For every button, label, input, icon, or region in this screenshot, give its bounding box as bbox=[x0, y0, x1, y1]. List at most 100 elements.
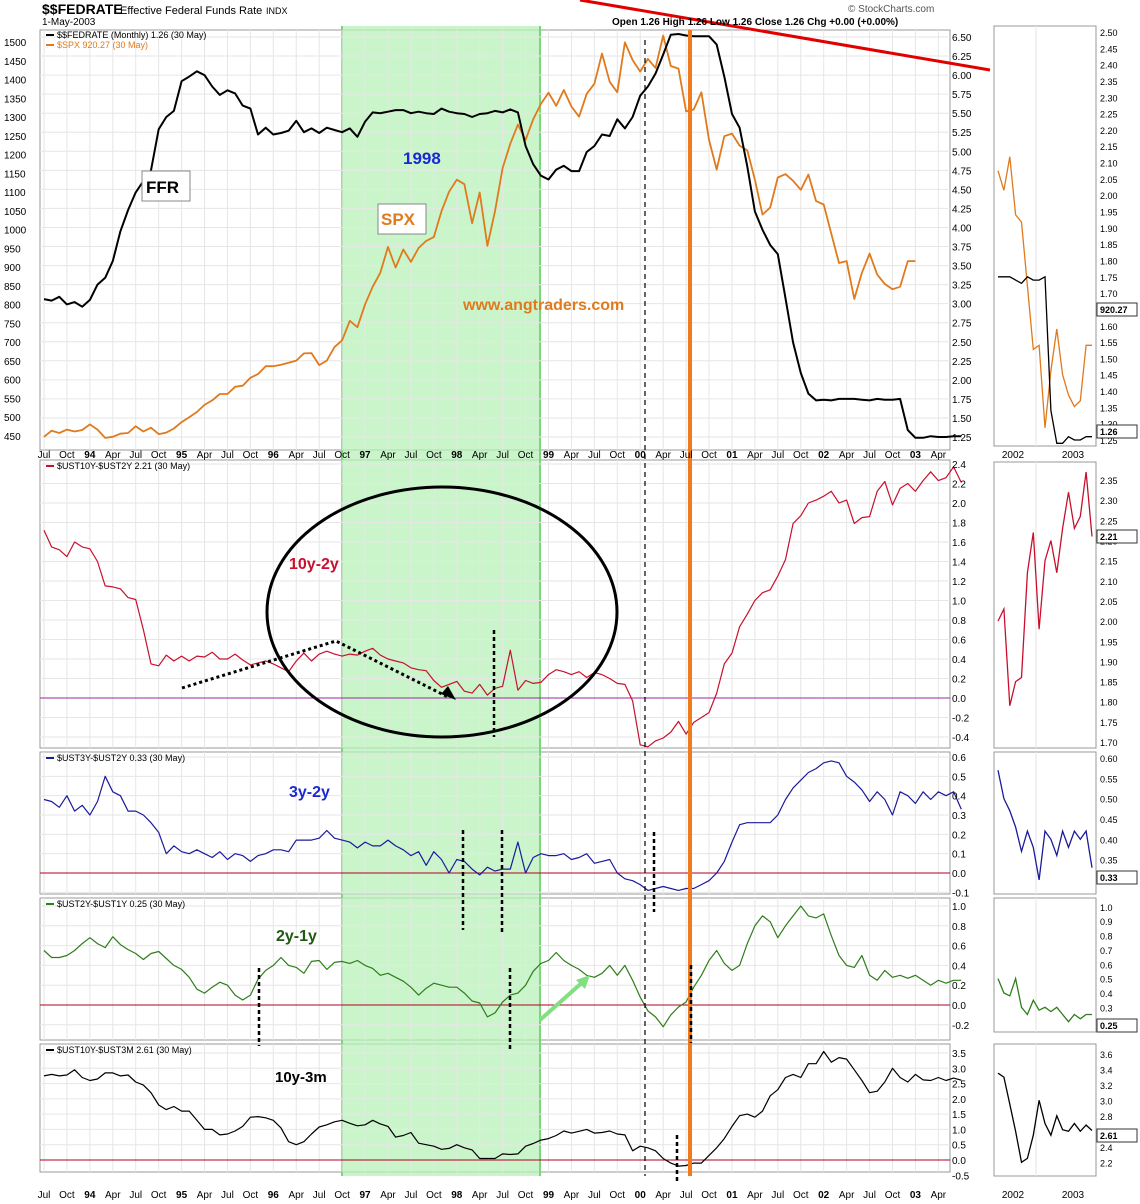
badge-10y3m-value-box bbox=[1096, 1128, 1138, 1143]
x-tick-label: Jul bbox=[38, 1190, 51, 1201]
x-tick-label: Jul bbox=[863, 1190, 876, 1201]
side-tick-label: 1.70 bbox=[1100, 738, 1118, 748]
right-tick-label: 0.6 bbox=[952, 636, 966, 647]
x-tick-label: Oct bbox=[151, 450, 167, 461]
right-tick-label: 1.25 bbox=[952, 433, 972, 444]
circle-annotation bbox=[265, 485, 619, 739]
x-tick-label: 95 bbox=[176, 1190, 188, 1201]
badge-2y1y-value-box bbox=[1096, 1018, 1138, 1033]
x-tick-label: Jul bbox=[313, 450, 326, 461]
side-tick-label: 0.4 bbox=[1100, 989, 1113, 999]
x-tick-label: 97 bbox=[359, 450, 371, 461]
red-trendline bbox=[579, 0, 991, 72]
brand-logo: © StockCharts.com bbox=[848, 4, 934, 15]
x-tick-label: 03 bbox=[910, 1190, 922, 1201]
side-tick-label: 0.35 bbox=[1100, 856, 1118, 866]
x-tick-label: 03 bbox=[910, 450, 922, 461]
x-tick-label: Oct bbox=[243, 1190, 259, 1201]
badge-3y2y-value-box bbox=[1096, 870, 1138, 885]
right-tick-label: 3.75 bbox=[952, 243, 972, 254]
side-tick-label: 2.15 bbox=[1100, 142, 1118, 152]
x-tick-label: 99 bbox=[543, 450, 555, 461]
right-tick-label: 5.00 bbox=[952, 147, 972, 158]
side-tick-label: 1.90 bbox=[1100, 224, 1118, 234]
x-tick-label: Apr bbox=[564, 1190, 580, 1201]
spx-tick-label: 550 bbox=[4, 394, 21, 405]
symbol-title: $$FEDRATE bbox=[42, 1, 123, 17]
side-tick-label: 3.6 bbox=[1100, 1050, 1113, 1060]
x-tick-label: Oct bbox=[793, 450, 809, 461]
x-tick-label: Apr bbox=[839, 450, 855, 461]
side-tick-label: 2.50 bbox=[1100, 28, 1118, 38]
side-x-label: 2003 bbox=[1062, 450, 1085, 461]
side-ffr-line bbox=[998, 275, 1092, 444]
x-tick-label: Jul bbox=[129, 1190, 142, 1201]
side-tick-label: 2.2 bbox=[1100, 1158, 1113, 1168]
side-tick-label: 3.2 bbox=[1100, 1081, 1113, 1091]
right-tick-label: 2.50 bbox=[952, 338, 972, 349]
side-tick-label: 1.40 bbox=[1100, 387, 1118, 397]
side-tick-label: 3.4 bbox=[1100, 1065, 1113, 1075]
ffr-label: FFR bbox=[146, 178, 179, 197]
right-tick-label: 0.6 bbox=[952, 942, 966, 953]
right-tick-label: 0.2 bbox=[952, 675, 966, 686]
year-1998-label: 1998 bbox=[403, 149, 441, 168]
spx-tick-label: 600 bbox=[4, 376, 21, 387]
right-tick-label: 4.25 bbox=[952, 204, 972, 215]
right-tick-label: 4.00 bbox=[952, 223, 972, 234]
right-tick-label: 5.75 bbox=[952, 90, 972, 101]
x-tick-label: Apr bbox=[747, 450, 763, 461]
x-tick-label: Jul bbox=[38, 450, 51, 461]
side-spx-line bbox=[997, 156, 1092, 428]
x-tick-label: Apr bbox=[839, 1190, 855, 1201]
right-tick-label: 4.50 bbox=[952, 185, 972, 196]
x-tick-label: 98 bbox=[451, 450, 463, 461]
right-tick-label: 6.50 bbox=[952, 33, 972, 44]
side-tick-label: 0.7 bbox=[1100, 946, 1113, 956]
right-tick-label: -0.5 bbox=[952, 1171, 970, 1182]
right-tick-label: 0.0 bbox=[952, 869, 966, 880]
side-tick-label: 0.40 bbox=[1100, 835, 1118, 845]
spread2-1-legend: $UST2Y-$UST1Y 0.25 (30 May) bbox=[57, 899, 185, 909]
spx-label: SPX bbox=[381, 210, 416, 229]
x-tick-label: Jul bbox=[221, 1190, 234, 1201]
spx-tick-label: 1000 bbox=[4, 226, 27, 237]
side-tick-label: 0.60 bbox=[1100, 754, 1118, 764]
x-tick-label: Apr bbox=[931, 1190, 947, 1201]
x-tick-label: Jul bbox=[496, 450, 509, 461]
right-tick-label: 1.50 bbox=[952, 414, 972, 425]
right-tick-label: 0.2 bbox=[952, 981, 966, 992]
side-tick-label: 2.05 bbox=[1100, 597, 1118, 607]
spread-10y-3m-line bbox=[43, 1050, 962, 1167]
x-tick-label: 00 bbox=[635, 450, 647, 461]
x-tick-label: 95 bbox=[176, 450, 188, 461]
spx-tick-label: 1050 bbox=[4, 207, 27, 218]
side-tick-label: 1.80 bbox=[1100, 698, 1118, 708]
side-spread-3y-2y-line bbox=[997, 770, 1093, 881]
x-tick-label: Jul bbox=[771, 450, 784, 461]
side-tick-label: 0.6 bbox=[1100, 960, 1113, 970]
x-tick-label: Apr bbox=[197, 1190, 213, 1201]
spx-tick-label: 950 bbox=[4, 244, 21, 255]
spx-label-box bbox=[377, 203, 427, 235]
badge-spx-value-box bbox=[1096, 302, 1138, 317]
arrow-head bbox=[441, 686, 456, 700]
side-panel-frame-4 bbox=[993, 897, 1097, 1033]
side-tick-label: 2.35 bbox=[1100, 476, 1118, 486]
side-spread-10y-3m-line bbox=[997, 1072, 1093, 1164]
symbol-exchange: INDX bbox=[266, 6, 288, 16]
x-tick-label: Apr bbox=[380, 1190, 396, 1201]
x-tick-label: Jul bbox=[680, 1190, 693, 1201]
side-tick-label: 2.45 bbox=[1100, 44, 1118, 54]
x-tick-label: 98 bbox=[451, 1190, 463, 1201]
right-tick-label: 1.4 bbox=[952, 558, 966, 569]
side-tick-label: 1.80 bbox=[1100, 256, 1118, 266]
spx-tick-label: 650 bbox=[4, 357, 21, 368]
spx-line bbox=[43, 34, 916, 439]
spx-tick-label: 1200 bbox=[4, 151, 27, 162]
side-tick-label: 2.00 bbox=[1100, 191, 1118, 201]
x-tick-label: Jul bbox=[405, 450, 418, 461]
x-tick-label: Jul bbox=[863, 450, 876, 461]
side-tick-label: 2.30 bbox=[1100, 93, 1118, 103]
right-tick-label: 0.2 bbox=[952, 830, 966, 841]
